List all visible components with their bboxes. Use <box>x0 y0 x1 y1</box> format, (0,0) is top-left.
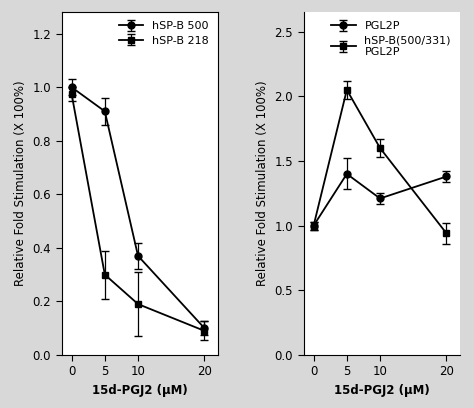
Legend: hSP-B 500, hSP-B 218: hSP-B 500, hSP-B 218 <box>116 18 212 49</box>
Y-axis label: Relative Fold Stimulation (X 100%): Relative Fold Stimulation (X 100%) <box>256 81 269 286</box>
Y-axis label: Relative Fold Stimulation (X 100%): Relative Fold Stimulation (X 100%) <box>14 81 27 286</box>
X-axis label: 15d-PGJ2 (μM): 15d-PGJ2 (μM) <box>334 384 429 397</box>
Legend: PGL2P, hSP-B(500/331)
PGL2P: PGL2P, hSP-B(500/331) PGL2P <box>328 18 454 60</box>
X-axis label: 15d-PGJ2 (μM): 15d-PGJ2 (μM) <box>92 384 188 397</box>
